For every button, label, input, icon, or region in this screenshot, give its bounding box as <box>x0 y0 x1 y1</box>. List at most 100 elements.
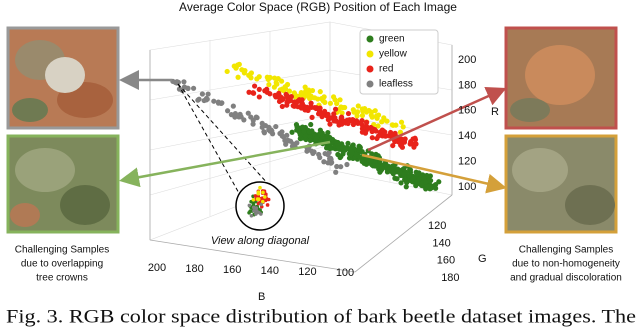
point <box>319 134 325 140</box>
point <box>339 110 345 116</box>
point <box>341 118 347 124</box>
point <box>403 184 409 190</box>
axis-label: B <box>258 291 265 303</box>
point <box>259 202 263 207</box>
point <box>379 166 385 172</box>
point <box>224 68 230 75</box>
point <box>258 185 262 190</box>
point <box>319 130 325 136</box>
point <box>375 153 381 159</box>
point <box>334 100 340 107</box>
point <box>356 146 363 153</box>
point <box>373 128 379 134</box>
point <box>424 172 430 179</box>
legend-label: yellow <box>379 49 408 60</box>
point <box>359 129 365 135</box>
point <box>327 134 333 141</box>
inset-label: View along diagonal <box>211 235 310 247</box>
point <box>344 161 350 168</box>
point <box>436 179 442 185</box>
point <box>364 119 370 125</box>
point <box>279 129 285 135</box>
legend: green yellow red leafless <box>359 29 439 95</box>
point <box>248 70 255 76</box>
point <box>329 159 335 166</box>
point <box>259 124 265 130</box>
point <box>302 84 308 90</box>
point <box>338 164 344 170</box>
point <box>298 105 304 111</box>
point <box>185 85 191 91</box>
point <box>261 130 268 136</box>
point <box>315 111 322 117</box>
inset <box>177 83 285 231</box>
point <box>375 112 382 118</box>
point <box>355 103 361 109</box>
b-tick-label: 200 <box>148 262 166 274</box>
point <box>390 163 396 169</box>
legend-label: red <box>379 64 393 75</box>
point <box>262 88 268 94</box>
plot-box <box>149 21 453 273</box>
g-tick-label: 120 <box>428 220 446 232</box>
point <box>351 109 357 115</box>
point <box>224 108 231 114</box>
arrow <box>361 153 507 194</box>
point <box>327 156 333 162</box>
point <box>264 74 270 80</box>
point <box>265 203 270 207</box>
point <box>259 212 263 216</box>
point <box>261 190 265 195</box>
point <box>368 158 374 164</box>
point <box>369 135 375 141</box>
point <box>311 149 317 155</box>
point <box>272 75 278 81</box>
point <box>427 186 433 192</box>
point <box>402 176 408 183</box>
legend-swatch <box>366 35 374 43</box>
side-caption: Challenging Samples <box>519 245 614 256</box>
point <box>302 133 308 139</box>
b-tick-label: 180 <box>185 263 203 275</box>
point <box>294 140 300 146</box>
point <box>250 117 256 123</box>
point <box>372 108 378 114</box>
point <box>233 65 239 71</box>
point <box>365 125 371 131</box>
point <box>317 89 323 95</box>
point <box>332 115 338 121</box>
point <box>266 81 272 88</box>
point <box>279 103 285 110</box>
point <box>312 105 318 111</box>
point <box>356 154 362 160</box>
point <box>375 123 381 129</box>
point <box>284 102 290 108</box>
point <box>390 142 396 149</box>
point <box>411 144 417 150</box>
point <box>256 197 261 202</box>
point <box>203 95 210 102</box>
point <box>241 117 247 123</box>
point <box>250 90 256 96</box>
legend-swatch <box>366 65 374 73</box>
point <box>325 111 331 117</box>
point <box>176 86 183 92</box>
point <box>370 163 376 169</box>
arrow <box>367 87 507 152</box>
point <box>275 93 282 99</box>
g-tick-label: 160 <box>437 255 455 267</box>
point <box>406 173 412 179</box>
point <box>299 124 306 130</box>
point <box>375 133 382 139</box>
point <box>235 74 241 80</box>
b-tick-label: 160 <box>223 264 241 276</box>
point <box>322 99 328 105</box>
point <box>246 89 252 95</box>
point <box>340 104 346 111</box>
point <box>358 120 364 126</box>
point <box>285 137 291 143</box>
point <box>253 194 258 198</box>
point <box>386 167 392 173</box>
